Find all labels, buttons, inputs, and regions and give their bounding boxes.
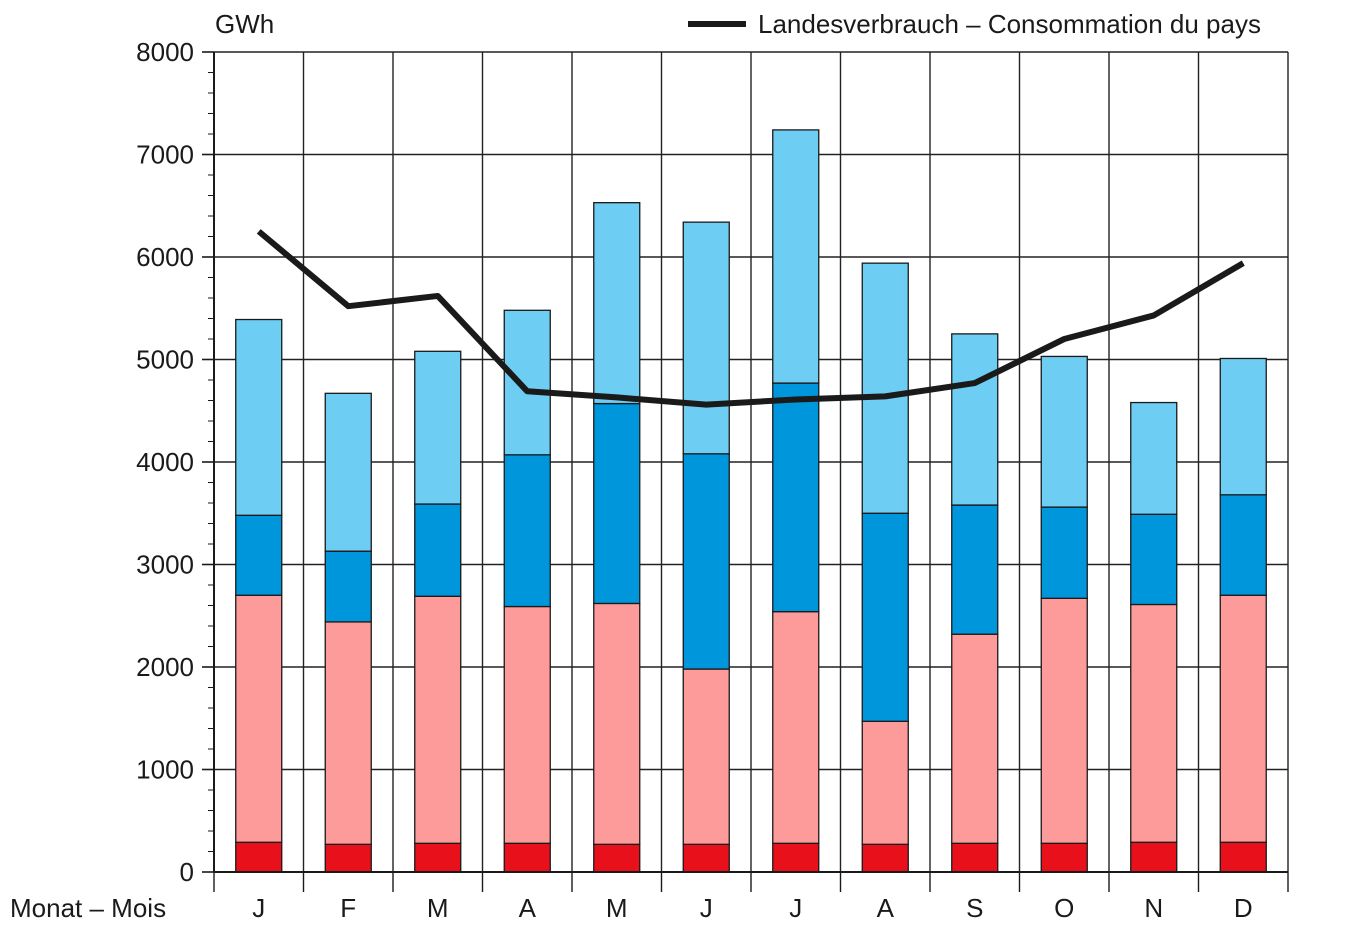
bar-segment-series-2 bbox=[861, 720, 909, 845]
bar-segment-series-2 bbox=[414, 595, 462, 844]
bar-segment-series-2 bbox=[324, 621, 372, 845]
bar-segment-series-4 bbox=[1130, 401, 1178, 515]
bar-segment-series-2 bbox=[951, 633, 999, 844]
x-tick-label: D bbox=[1234, 893, 1253, 922]
bar-segment-series-1 bbox=[772, 842, 820, 873]
y-unit-label: GWh bbox=[215, 9, 274, 39]
bar-segment-series-3 bbox=[772, 382, 820, 613]
bar-segment-series-1 bbox=[593, 843, 641, 873]
bar-segment-series-4 bbox=[772, 129, 820, 384]
grid bbox=[214, 51, 1289, 873]
bar-segment-series-2 bbox=[593, 602, 641, 845]
bar-segment-series-4 bbox=[951, 333, 999, 506]
y-tick-label: 8000 bbox=[136, 37, 194, 67]
bar-segment-series-4 bbox=[324, 392, 372, 552]
bar-segment-series-3 bbox=[1219, 494, 1267, 596]
x-tick-label: A bbox=[877, 893, 895, 922]
y-tick-label: 1000 bbox=[136, 755, 194, 785]
x-tick-label: A bbox=[519, 893, 537, 922]
bar-segment-series-3 bbox=[503, 454, 551, 608]
bar-segment-series-4 bbox=[414, 350, 462, 505]
bar-segment-series-4 bbox=[235, 318, 283, 516]
bar-segment-series-3 bbox=[1130, 513, 1178, 606]
bar-segment-series-3 bbox=[593, 402, 641, 605]
bar-segment-series-4 bbox=[593, 202, 641, 405]
bar-segment-series-4 bbox=[861, 262, 909, 514]
bar-segment-series-4 bbox=[1040, 355, 1088, 508]
bar-segment-series-1 bbox=[1130, 841, 1178, 873]
x-tick-label: M bbox=[606, 893, 628, 922]
x-tick-label: J bbox=[789, 893, 802, 922]
y-tick-label: 4000 bbox=[136, 447, 194, 477]
bar-segment-series-3 bbox=[861, 512, 909, 722]
bar-segment-series-2 bbox=[772, 611, 820, 844]
axes: 0 1000 2000 3000 4000 5000 6000 7000 8000 J F M A M J J… bbox=[136, 37, 1289, 923]
bar-segment-series-1 bbox=[1219, 841, 1267, 873]
bar-segment-series-1 bbox=[503, 842, 551, 873]
y-tick-label: 0 bbox=[180, 857, 194, 887]
bar-segment-series-4 bbox=[1219, 357, 1267, 496]
x-tick-label: M bbox=[427, 893, 449, 922]
legend-label: Landesverbrauch – Consommation du pays bbox=[758, 9, 1261, 39]
bar-segment-series-1 bbox=[235, 841, 283, 873]
bar-segment-series-3 bbox=[324, 550, 372, 623]
y-tick-label: 3000 bbox=[136, 550, 194, 580]
bar-segment-series-3 bbox=[1040, 506, 1088, 599]
bar-segment-series-1 bbox=[951, 842, 999, 873]
x-tick-label: J bbox=[700, 893, 713, 922]
x-tick-label: N bbox=[1144, 893, 1163, 922]
bar-segment-series-4 bbox=[682, 221, 730, 455]
consumption-line bbox=[256, 229, 1245, 408]
bar-segment-series-1 bbox=[861, 843, 909, 873]
bar-segment-series-2 bbox=[682, 668, 730, 845]
y-tick-label: 6000 bbox=[136, 242, 194, 272]
bar-segment-series-3 bbox=[951, 504, 999, 635]
x-tick-label: J bbox=[252, 893, 265, 922]
bar-segment-series-3 bbox=[235, 514, 283, 596]
bar-segment-series-1 bbox=[1040, 842, 1088, 873]
bar-segment-series-2 bbox=[1219, 594, 1267, 843]
x-axis-title: Monat – Mois bbox=[10, 893, 166, 922]
bar-segment-series-1 bbox=[324, 843, 372, 873]
bar-segment-series-1 bbox=[682, 843, 730, 873]
bars bbox=[235, 129, 1267, 873]
bar-segment-series-3 bbox=[414, 503, 462, 597]
bar-segment-series-2 bbox=[503, 605, 551, 844]
bar-segment-series-2 bbox=[1130, 603, 1178, 843]
consumption-line-layer bbox=[256, 229, 1245, 408]
x-tick-label: F bbox=[340, 893, 356, 922]
x-tick-label: S bbox=[966, 893, 983, 922]
bar-segment-series-3 bbox=[682, 453, 730, 670]
bar-segment-series-2 bbox=[1040, 597, 1088, 844]
labels: GWh Monat – Mois Landesverbrauch – Conso… bbox=[10, 9, 1261, 923]
y-tick-label: 5000 bbox=[136, 345, 194, 375]
y-tick-label: 2000 bbox=[136, 652, 194, 682]
bar-segment-series-1 bbox=[414, 842, 462, 873]
x-tick-label: O bbox=[1054, 893, 1074, 922]
y-tick-label: 7000 bbox=[136, 140, 194, 170]
bar-segment-series-2 bbox=[235, 594, 283, 843]
bar-segment-series-4 bbox=[503, 309, 551, 456]
